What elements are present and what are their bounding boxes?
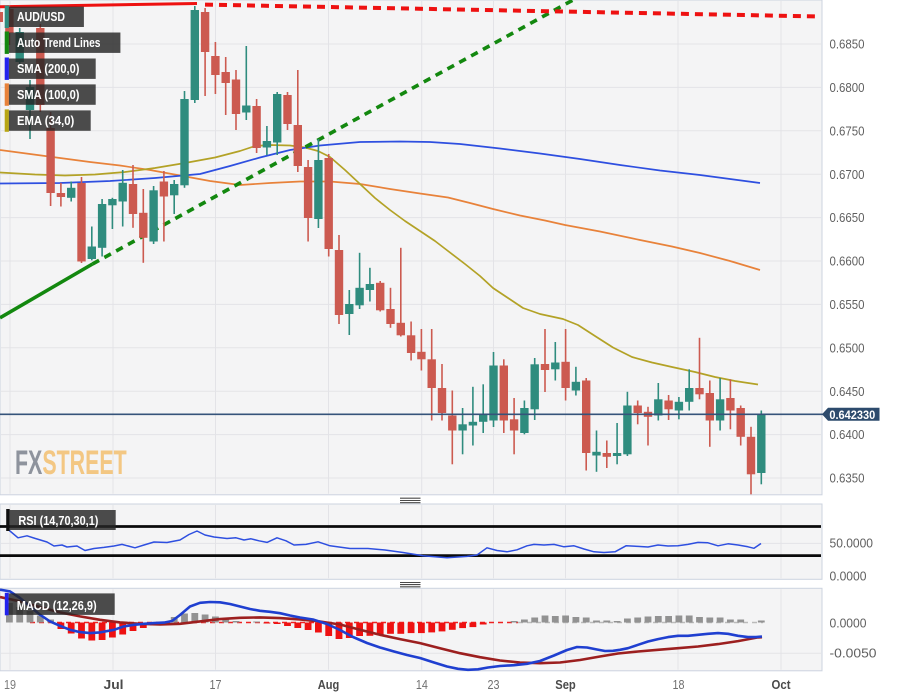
- svg-text:0.0000: 0.0000: [830, 617, 867, 631]
- svg-text:0.6600: 0.6600: [830, 254, 865, 269]
- svg-text:0.6500: 0.6500: [830, 340, 865, 355]
- svg-text:18: 18: [673, 677, 685, 692]
- svg-text:MACD (12,26,9): MACD (12,26,9): [17, 599, 97, 613]
- svg-text:0.6850: 0.6850: [830, 37, 865, 52]
- svg-text:0.6450: 0.6450: [830, 384, 865, 399]
- svg-text:0.6650: 0.6650: [830, 210, 865, 225]
- svg-text:EMA (34,0): EMA (34,0): [17, 114, 74, 128]
- svg-text:0.6550: 0.6550: [830, 297, 865, 312]
- svg-text:0.6800: 0.6800: [830, 80, 865, 95]
- svg-text:SMA (100,0): SMA (100,0): [17, 88, 80, 102]
- svg-text:FXSTREET: FXSTREET: [15, 444, 127, 482]
- svg-text:0.0000: 0.0000: [830, 570, 867, 584]
- svg-text:0.6400: 0.6400: [830, 427, 865, 442]
- svg-text:23: 23: [488, 677, 500, 692]
- svg-text:Aug: Aug: [318, 677, 340, 692]
- svg-text:0.642330: 0.642330: [829, 408, 875, 422]
- svg-text:19: 19: [4, 677, 16, 692]
- svg-text:0.6750: 0.6750: [830, 123, 865, 138]
- svg-text:-0.0050: -0.0050: [830, 647, 877, 661]
- svg-text:0.6350: 0.6350: [830, 471, 865, 486]
- svg-text:Auto Trend Lines: Auto Trend Lines: [17, 36, 101, 50]
- svg-text:AUD/USD: AUD/USD: [17, 10, 65, 24]
- svg-text:Jul: Jul: [104, 677, 124, 692]
- svg-text:14: 14: [416, 677, 428, 692]
- svg-text:17: 17: [210, 677, 222, 692]
- svg-text:SMA (200,0): SMA (200,0): [17, 62, 80, 76]
- svg-text:Oct: Oct: [772, 677, 792, 692]
- svg-text:0.6700: 0.6700: [830, 167, 865, 182]
- svg-text:Sep: Sep: [555, 677, 576, 692]
- svg-text:50.0000: 50.0000: [830, 536, 874, 550]
- svg-text:RSI (14,70,30,1): RSI (14,70,30,1): [18, 514, 98, 528]
